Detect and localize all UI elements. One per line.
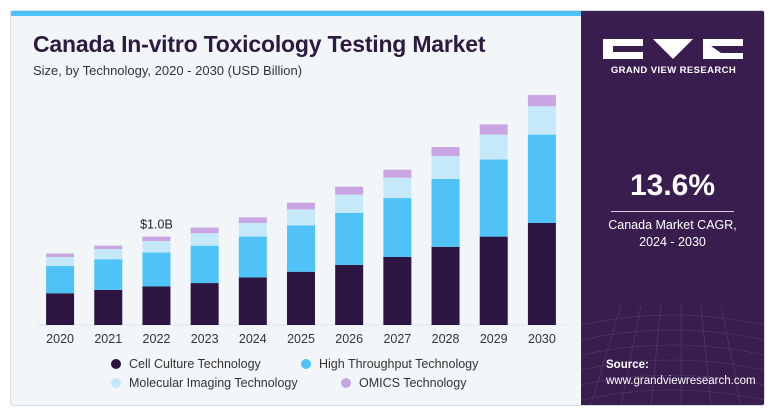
x-tick-label-2027: 2027 [383,332,411,346]
bar-segment-2027-1 [383,198,412,257]
brand-name: GRAND VIEW RESEARCH [610,65,737,76]
stacked-bar-chart: 2020 2021 2022 $1.0B 2023 2024 2025 2026 2027 202… [36,94,566,346]
source-label: Source: [606,359,649,371]
bar-segment-2021-0 [94,289,123,325]
chart-card: Canada In-vitro Toxicology Testing Marke… [10,10,765,406]
legend-label: Cell Culture Technology [129,357,261,371]
bar-segment-2029-0 [479,236,508,325]
bar-segment-2023-2 [190,233,219,246]
bar-segment-2027-2 [383,177,412,199]
bar-segment-2024-0 [238,277,267,325]
bar-segment-2029-3 [479,124,508,135]
bar-segment-2022-0 [142,286,171,325]
bar-segment-2027-0 [383,257,412,325]
legend-swatch [301,359,311,369]
x-tick-label-2026: 2026 [335,332,363,346]
bar-segment-2020-0 [46,293,75,325]
bar-segment-2020-2 [46,257,75,267]
cagr-label: Canada Market CAGR, 2024 - 2030 [581,217,764,251]
cagr-value: 13.6% [629,169,716,202]
legend-swatch [341,378,351,388]
bar-segment-2030-2 [527,106,556,135]
bar-segment-2028-3 [431,147,460,157]
bar-segment-2023-3 [190,227,219,234]
bar-segment-2022-3 [142,236,171,242]
decorative-grid [581,304,764,405]
bar-segment-2026-0 [335,264,364,325]
x-tick-label-2025: 2025 [287,332,315,346]
data-label-2022: $1.0B [140,218,173,232]
chart-subtitle: Size, by Technology, 2020 - 2030 (USD Bi… [33,63,303,78]
x-tick-label-2029: 2029 [480,332,508,346]
bar-segment-2028-0 [431,246,460,325]
bar-segment-2030-0 [527,223,556,325]
accent-bar [11,11,581,16]
bar-segment-2022-2 [142,241,171,253]
bar-segment-2020-3 [46,253,75,257]
legend-item: Cell Culture Technology [111,357,261,371]
bar-segment-2026-1 [335,212,364,265]
bar-segment-2022-1 [142,252,171,287]
bar-segment-2024-2 [238,223,267,237]
bar-segment-2023-0 [190,283,219,325]
x-tick-label-2028: 2028 [432,332,460,346]
bar-segment-2029-2 [479,134,508,160]
bar-segment-2024-3 [238,217,267,223]
bar-segment-2026-3 [335,186,364,195]
bar-segment-2025-2 [287,209,315,226]
legend-label: OMICS Technology [359,376,467,390]
bar-segment-2020-1 [46,266,75,294]
source-url[interactable]: www.grandviewresearch.com [606,375,756,387]
legend-swatch [111,378,121,388]
bar-segment-2029-1 [479,159,508,237]
bar-segment-2025-0 [287,271,315,325]
legend-label: Molecular Imaging Technology [129,376,298,390]
bar-segment-2021-2 [94,249,123,260]
x-tick-label-2021: 2021 [94,332,122,346]
bar-segment-2027-3 [383,169,412,178]
bar-segment-2030-1 [527,134,556,223]
bar-segment-2026-2 [335,194,364,213]
legend-label: High Throughput Technology [319,357,479,371]
x-tick-label-2023: 2023 [191,332,219,346]
bar-segment-2025-3 [287,202,315,210]
cagr-label-line1: Canada Market CAGR, [608,218,737,232]
legend-item: Molecular Imaging Technology [111,376,298,390]
cagr-label-line2: 2024 - 2030 [639,235,706,249]
legend-item: High Throughput Technology [301,357,478,371]
bar-segment-2028-2 [431,156,460,179]
x-tick-label-2020: 2020 [46,332,74,346]
sidebar-panel: GRAND VIEW RESEARCH 13.6% Canada Market … [581,11,764,405]
bar-segment-2024-1 [238,236,267,278]
x-tick-label-2030: 2030 [528,332,556,346]
chart-title: Canada In-vitro Toxicology Testing Marke… [33,31,486,57]
bar-segment-2021-1 [94,259,123,290]
bar-segment-2025-1 [287,225,315,272]
bar-segment-2028-1 [431,178,460,247]
x-tick-label-2024: 2024 [239,332,267,346]
cagr-divider [611,211,734,212]
bar-segment-2030-3 [527,94,556,107]
bar-segment-2023-1 [190,245,219,284]
x-tick-label-2022: 2022 [143,332,171,346]
grand-view-research-logo [603,39,743,59]
legend-item: OMICS Technology [341,376,466,390]
legend-swatch [111,359,121,369]
bar-segment-2021-3 [94,245,123,250]
